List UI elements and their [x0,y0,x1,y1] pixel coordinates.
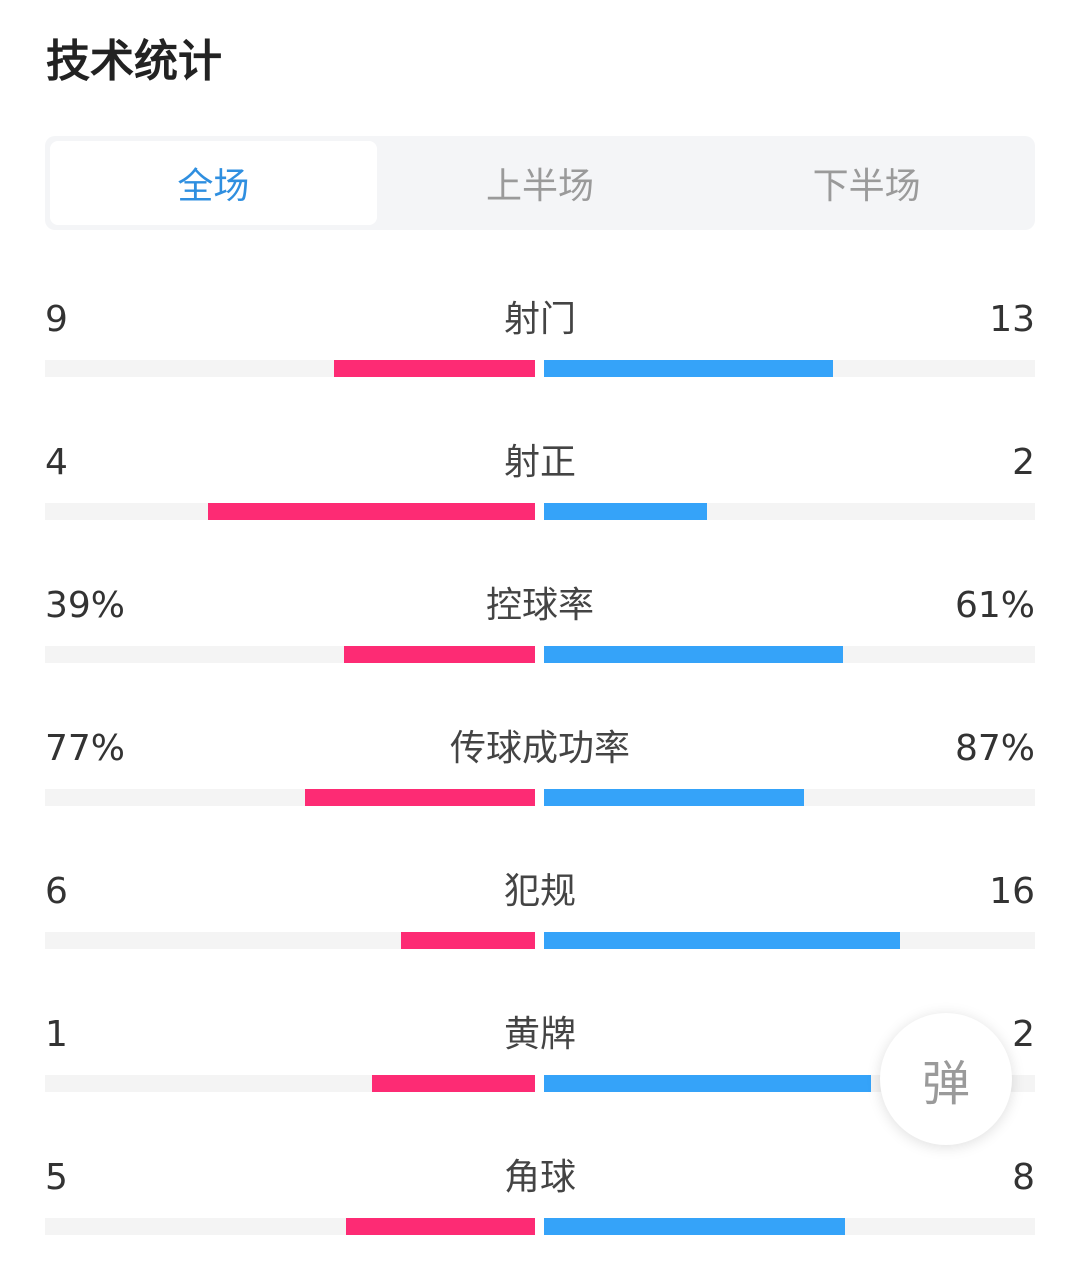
stat-row: 6 犯规 16 [45,870,1035,970]
stat-label: 控球率 [485,585,594,626]
stat-bar [45,646,1035,663]
stat-label: 角球 [503,1157,576,1198]
stat-row: 39% 控球率 61% [45,584,1035,684]
stat-label: 射正 [503,442,576,483]
home-value: 9 [45,299,68,340]
away-bar-fill [544,1075,871,1092]
home-value: 5 [45,1157,68,1198]
stat-label: 黄牌 [503,1014,576,1055]
home-value: 39% [45,585,126,626]
stat-bar [45,1218,1035,1235]
home-bar-fill [334,360,535,377]
stat-bar [45,360,1035,377]
stat-label: 犯规 [503,871,576,912]
tab-first-half[interactable]: 上半场 [486,166,595,207]
tab-second-half[interactable]: 下半场 [812,166,921,207]
danmu-button[interactable]: 弹 [880,1013,1012,1145]
period-tabs: 全场 上半场 下半场 [45,136,1035,230]
away-value: 8 [1012,1157,1035,1198]
away-value: 2 [1012,1014,1035,1055]
away-bar-fill [544,932,900,949]
away-bar-fill [544,503,707,520]
stat-bar [45,789,1035,806]
home-bar-fill [305,789,535,806]
stat-row: 9 射门 13 [45,298,1035,398]
away-bar-fill [544,789,804,806]
home-bar-fill [401,932,535,949]
away-value: 16 [989,871,1035,912]
away-value: 2 [1012,442,1035,483]
home-bar-fill [372,1075,535,1092]
home-value: 6 [45,871,68,912]
home-bar-fill [344,646,535,663]
away-bar-fill [544,1218,845,1235]
stat-bar [45,503,1035,520]
home-bar-fill [208,503,535,520]
away-value: 61% [954,585,1035,626]
away-bar-fill [544,646,843,663]
away-value: 13 [989,299,1035,340]
stat-row: 77% 传球成功率 87% [45,727,1035,827]
home-value: 4 [45,442,68,483]
stat-row: 5 角球 8 [45,1156,1035,1256]
away-bar-fill [544,360,833,377]
stat-bar [45,932,1035,949]
home-value: 1 [45,1014,68,1055]
stat-label: 传球成功率 [449,728,630,769]
home-value: 77% [45,728,126,769]
stat-label: 射门 [503,299,576,340]
away-value: 87% [954,728,1035,769]
tab-full-match[interactable]: 全场 [50,141,377,225]
page-title: 技术统计 [46,36,222,87]
home-bar-fill [346,1218,535,1235]
stat-row: 4 射正 2 [45,441,1035,541]
